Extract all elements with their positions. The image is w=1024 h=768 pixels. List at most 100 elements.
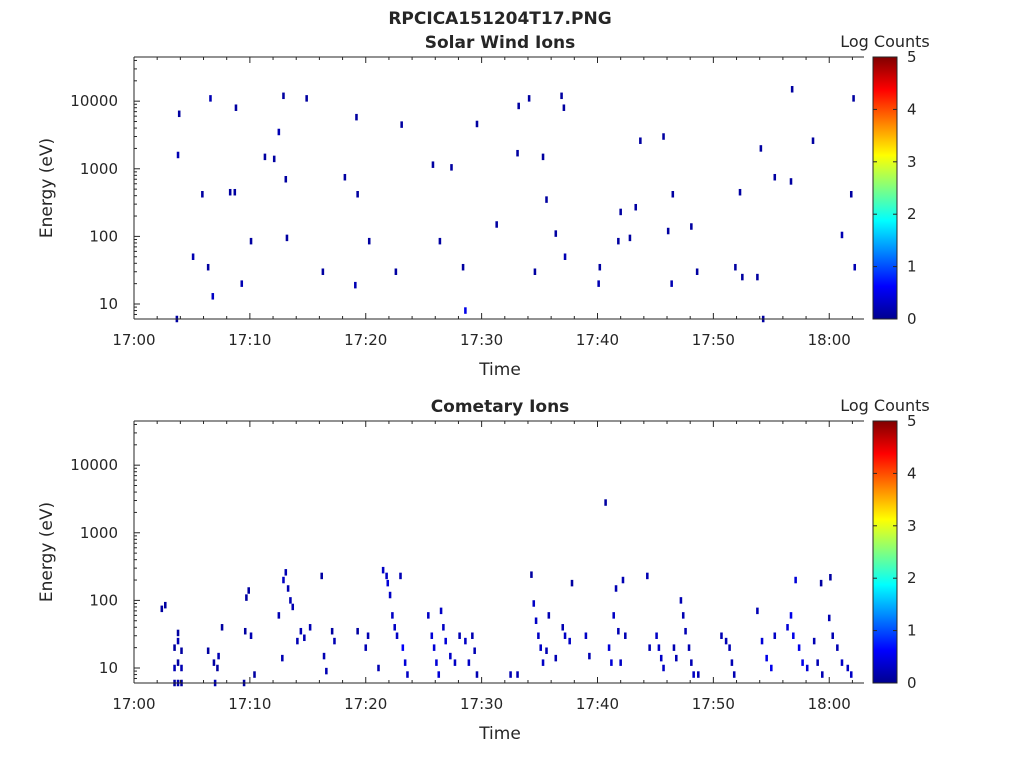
cometary-panel: Cometary Ions Energy (eV) Time Log Count…	[37, 396, 930, 744]
heatmap-cell	[516, 671, 519, 678]
heatmap-cell	[695, 268, 699, 275]
heatmap-cell	[648, 644, 651, 651]
heatmap-cell	[541, 659, 545, 666]
x-tick-label: 17:00	[112, 331, 155, 349]
heatmap-cell	[568, 637, 571, 645]
heatmap-cell	[285, 234, 289, 242]
heatmap-cell	[249, 632, 253, 639]
x-tick-label: 17:40	[576, 331, 619, 349]
heatmap-cell	[233, 188, 237, 196]
heatmap-cell	[836, 644, 839, 651]
heatmap-cell	[794, 576, 797, 584]
heatmap-cell	[212, 659, 216, 666]
heatmap-cell	[272, 155, 276, 163]
heatmap-cell	[840, 231, 844, 239]
heatmap-cell	[176, 637, 180, 645]
heatmap-cell	[560, 92, 563, 100]
heatmap-cell	[435, 659, 438, 666]
heatmap-cell	[547, 612, 551, 619]
heatmap-cell	[831, 632, 834, 639]
heatmap-cell	[160, 605, 164, 613]
heatmap-cell	[697, 671, 700, 678]
colorbar	[872, 420, 898, 684]
heatmap-cell	[533, 268, 537, 275]
heatmap-cell	[770, 664, 773, 672]
y-tick-label: 1000	[80, 524, 118, 542]
heatmap-cell	[811, 137, 815, 144]
heatmap-cell	[399, 572, 402, 580]
colorbar-tick-label: 5	[907, 412, 917, 430]
panel-title: Cometary Ions	[431, 397, 570, 417]
heatmap-cell	[176, 659, 180, 666]
y-tick-label: 100	[89, 591, 118, 609]
heatmap-cell	[377, 664, 380, 672]
heatmap-cell	[201, 191, 204, 198]
heatmap-cell	[765, 654, 768, 662]
heatmap-cell	[619, 659, 622, 666]
colorbar-tick-label: 3	[907, 517, 917, 535]
heatmap-cell	[325, 667, 328, 675]
heatmap-cell	[176, 629, 180, 637]
heatmap-cell	[732, 671, 736, 678]
heatmap-cell	[801, 659, 804, 666]
heatmap-cell	[305, 95, 308, 102]
heatmap-cell	[330, 627, 334, 635]
heatmap-cell	[646, 572, 649, 580]
x-tick-label: 17:00	[112, 695, 155, 713]
heatmap-cell	[475, 120, 479, 128]
heatmap-cell	[431, 161, 435, 168]
heatmap-cell	[628, 234, 632, 242]
x-axis-label: Time	[478, 724, 521, 744]
heatmap-cell	[177, 110, 181, 118]
heatmap-cell	[343, 173, 347, 181]
heatmap-cell	[393, 624, 396, 631]
heatmap-cell	[206, 647, 210, 654]
heatmap-cell	[394, 268, 398, 275]
heatmap-cell	[243, 627, 247, 635]
x-tick-label: 17:30	[460, 331, 503, 349]
heatmap-cell	[247, 587, 250, 594]
colorbar-tick-label: 3	[907, 153, 917, 171]
heatmap-cell	[527, 95, 531, 102]
heatmap-cell	[281, 654, 284, 662]
heatmap-cell	[588, 652, 591, 660]
heatmap-cell	[612, 612, 615, 619]
heatmap-cell	[759, 145, 763, 152]
heatmap-cell	[720, 632, 723, 639]
heatmap-cell	[756, 607, 759, 615]
heatmap-cell	[792, 632, 795, 639]
heatmap-cell	[849, 671, 853, 678]
heatmap-cell	[730, 659, 734, 666]
heatmap-cell	[461, 263, 465, 271]
colorbar-tick-label: 4	[907, 100, 917, 118]
heatmap-cell	[253, 671, 256, 678]
heatmap-cell	[355, 113, 358, 121]
heatmap-cell	[427, 612, 430, 619]
heatmap-cell	[659, 654, 663, 662]
heatmap-cell	[690, 659, 693, 666]
heatmap-cell	[364, 644, 368, 651]
heatmap-cell	[234, 104, 238, 111]
x-tick-label: 18:00	[808, 695, 851, 713]
x-axis-label: Time	[478, 360, 521, 380]
heatmap-cell	[790, 86, 794, 93]
heatmap-cell	[401, 644, 405, 651]
heatmap-cell	[597, 280, 600, 287]
heatmap-cell	[282, 92, 285, 100]
heatmap-cell	[464, 307, 467, 314]
heatmap-cell	[840, 659, 844, 666]
heatmap-cell	[464, 637, 467, 645]
heatmap-cell	[388, 591, 392, 599]
heatmap-cell	[671, 191, 675, 198]
heatmap-cell	[561, 624, 565, 631]
heatmap-cell	[263, 153, 267, 161]
heatmap-cell	[532, 600, 536, 607]
heatmap-cell	[282, 576, 285, 584]
heatmap-cell	[509, 671, 512, 678]
heatmap-cell	[738, 188, 742, 196]
heatmap-cell	[539, 644, 542, 651]
solar-wind-panel: Solar Wind Ions Energy (eV) Time Log Cou…	[37, 32, 930, 380]
y-tick-label: 1000	[80, 160, 118, 178]
heatmap-cell	[391, 612, 394, 619]
heatmap-cell	[220, 624, 224, 631]
